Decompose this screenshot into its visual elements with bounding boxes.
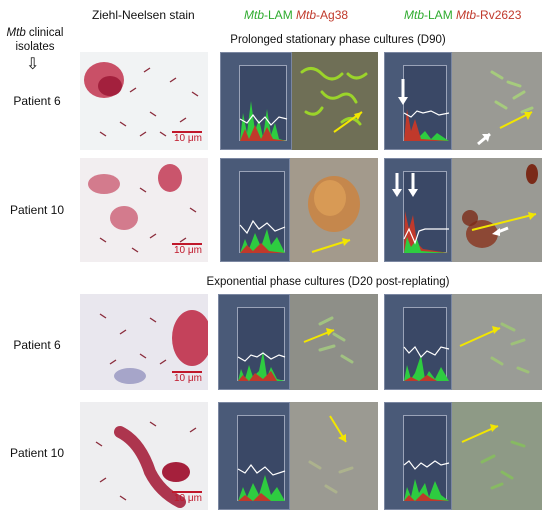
fluorescence-image-ag38-patient6-exponential: [290, 294, 378, 390]
fluorescence-image-ag38-patient6-stationary: [292, 52, 378, 150]
row-label-patient6-stationary: Patient 6: [13, 94, 61, 108]
zn-image-patient10-stationary: 10 μm: [80, 158, 208, 262]
profile-plot-rv2623-patient10-stationary: [384, 158, 452, 262]
profile-plot-ag38-patient6-exponential: [218, 294, 290, 390]
isolates-label: Mtb clinical isolates: [6, 26, 64, 54]
zn-image-patient10-exponential: 10 μm: [80, 402, 208, 510]
row-label-patient6-exponential: Patient 6: [13, 338, 61, 352]
col3-mtb2: Mtb: [456, 8, 477, 22]
isolates-clinical: clinical: [25, 27, 64, 39]
col2-mtb1: Mtb: [244, 8, 265, 22]
scale-bar: 10 μm: [172, 491, 202, 504]
fluorescence-image-rv2623-patient10-stationary: [452, 158, 542, 262]
exponential-section-title: Exponential phase cultures (D20 post-rep…: [206, 276, 450, 288]
profile-plot-rv2623-patient6-exponential: [384, 294, 452, 390]
fluorescence-image-rv2623-patient10-exponential: [452, 402, 542, 510]
zn-image-patient6-exponential: 10 μm: [80, 294, 208, 390]
fluorescence-image-ag38-patient10-stationary: [290, 158, 378, 262]
isolates-word: isolates: [15, 41, 55, 53]
lam-rv2623-header: Mtb-LAM Mtb-Rv2623: [404, 8, 521, 22]
row-label-patient10-stationary: Patient 10: [9, 203, 65, 217]
fluorescence-image-rv2623-patient6-exponential: [452, 294, 542, 390]
fluorescence-image-rv2623-patient6-stationary: [452, 52, 542, 150]
col2-lam: -LAM: [264, 8, 297, 22]
profile-plot-ag38-patient10-exponential: [218, 402, 290, 510]
col2-mtb2: Mtb: [296, 8, 317, 22]
profile-plot-ag38-patient6-stationary: [220, 52, 292, 150]
zn-stain-header: Ziehl-Neelsen stain: [92, 8, 195, 22]
col2-ag38: -Ag38: [316, 8, 349, 22]
profile-plot-ag38-patient10-stationary: [220, 158, 290, 262]
col3-rv2623: -Rv2623: [476, 8, 522, 22]
profile-plot-rv2623-patient6-stationary: [384, 52, 452, 150]
col3-mtb1: Mtb: [404, 8, 425, 22]
row-label-patient10-exponential: Patient 10: [9, 446, 65, 460]
isolates-mtb: Mtb: [6, 27, 26, 39]
scale-bar: 10 μm: [172, 243, 202, 256]
stationary-section-title: Prolonged stationary phase cultures (D90…: [230, 34, 446, 46]
scale-bar: 10 μm: [172, 371, 202, 384]
zn-image-patient6-stationary: 10 μm: [80, 52, 208, 150]
col3-lam: -LAM: [424, 8, 457, 22]
lam-ag38-header: Mtb-LAM Mtb-Ag38: [244, 8, 348, 22]
down-arrow-icon: ⇩: [26, 56, 40, 73]
scale-bar: 10 μm: [172, 131, 202, 144]
profile-plot-rv2623-patient10-exponential: [384, 402, 452, 510]
fluorescence-image-ag38-patient10-exponential: [290, 402, 378, 510]
